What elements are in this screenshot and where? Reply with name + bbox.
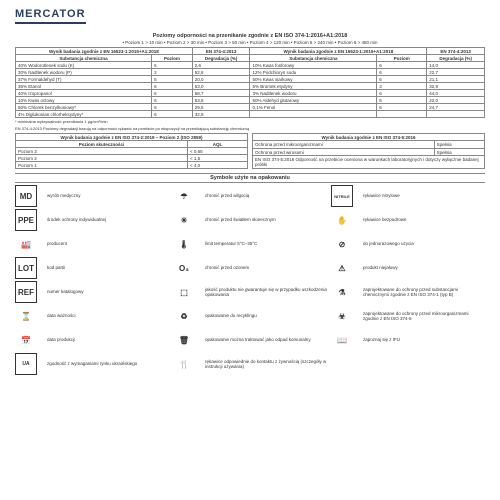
symbol-icon: PPE	[15, 209, 37, 231]
symbol-label: limit temperatur 5°C–35°C	[205, 241, 327, 246]
symbol-label: zapoznaj się z IFU	[363, 337, 485, 342]
symbol-icon: 🏭	[15, 233, 37, 255]
symbol-label: zaprojektowane do ochrony przed mikroorg…	[363, 311, 485, 322]
symbol-label: data ważności	[47, 313, 169, 318]
symbol-icon: ⚠	[331, 257, 353, 279]
symbol-icon: LOT	[15, 257, 37, 279]
micro-table: Wynik badania zgodnie z EN ISO 374-5:201…	[252, 133, 485, 169]
symbol-label: jakość produktu nie gwarantuje się w prz…	[205, 287, 327, 298]
symbol-icon: ⬚	[173, 281, 195, 303]
symbol-label: środek ochrony indywidualnej	[47, 217, 169, 222]
table1-levels: • Poziom 1 > 10 min • Poziom 2 > 30 min …	[15, 40, 485, 45]
symbol-icon: 🌡	[173, 233, 195, 255]
symbol-icon: MD	[15, 185, 37, 207]
symbol-label: opakowanie do recyklingu	[205, 313, 327, 318]
symbol-icon: ✋	[331, 209, 353, 231]
symbol-label: rękawice bezpudrowe	[363, 217, 485, 222]
symbols-title: Symbole użyte na opakowaniu	[15, 173, 485, 183]
symbol-icon: REF	[15, 281, 37, 303]
symbol-label: wyrób medyczny	[47, 193, 169, 198]
symbol-icon: ♻	[173, 305, 195, 327]
symbol-icon: ☂	[173, 185, 195, 207]
symbol-label: numer katalogowy	[47, 289, 169, 294]
symbol-icon: UA	[15, 353, 37, 375]
symbol-icon: ⌛	[15, 305, 37, 327]
symbol-label: opakowanie można traktować jako odpad ko…	[205, 337, 327, 342]
note-degradation: EN 374-4:2013 Poziomy degradacji bazują …	[15, 126, 485, 131]
aql-table: Wynik badania zgodnie z EN ISO 374-2:201…	[15, 133, 248, 169]
symbol-icon: 🍴	[173, 353, 195, 375]
symbol-icon: ⚗	[331, 281, 353, 303]
brand-wordmark: MERCATOR	[15, 8, 86, 24]
table1-title: Poziomy odporności na przenikanie zgodni…	[15, 33, 485, 39]
symbol-label: chronić przed światłem słonecznym	[205, 217, 327, 222]
symbol-icon: 📅	[15, 329, 37, 351]
note-asterisk: * minimalna wykrywalność przenikania 1 µ…	[15, 119, 485, 124]
symbol-label: producent	[47, 241, 169, 246]
symbol-label: do jednorazowego użycia	[363, 241, 485, 246]
symbol-label: produkt niejałowy	[363, 265, 485, 270]
symbol-icon: 🗑	[173, 329, 195, 351]
symbol-icon: ☣	[331, 305, 353, 327]
symbol-icon: NITRILE	[331, 185, 353, 207]
symbol-icon: O₃	[173, 257, 195, 279]
symbol-label: chronić przed wilgocią	[205, 193, 327, 198]
symbol-icon: ⊘	[331, 233, 353, 255]
symbol-icon: ☀	[173, 209, 195, 231]
chemical-table: Wynik badania zgodnie z EN 16523-1:2015+…	[15, 47, 485, 118]
symbol-icon: 📖	[331, 329, 353, 351]
symbol-label: data produkcji	[47, 337, 169, 342]
symbol-label: rękawice odpowiednie do kontaktu z żywno…	[205, 359, 327, 370]
symbol-label: kod partii	[47, 265, 169, 270]
symbol-label: rękawice nitrylowe	[363, 193, 485, 198]
symbol-label: chronić przed ozonem	[205, 265, 327, 270]
symbol-label: zaprojektowane do ochrony przed substanc…	[363, 287, 485, 298]
symbol-label: zgodność z wymaganiami rynku ukraińskieg…	[47, 361, 169, 366]
symbol-grid: MD wyrób medyczny ☂ chronić przed wilgocią N…	[15, 185, 485, 375]
